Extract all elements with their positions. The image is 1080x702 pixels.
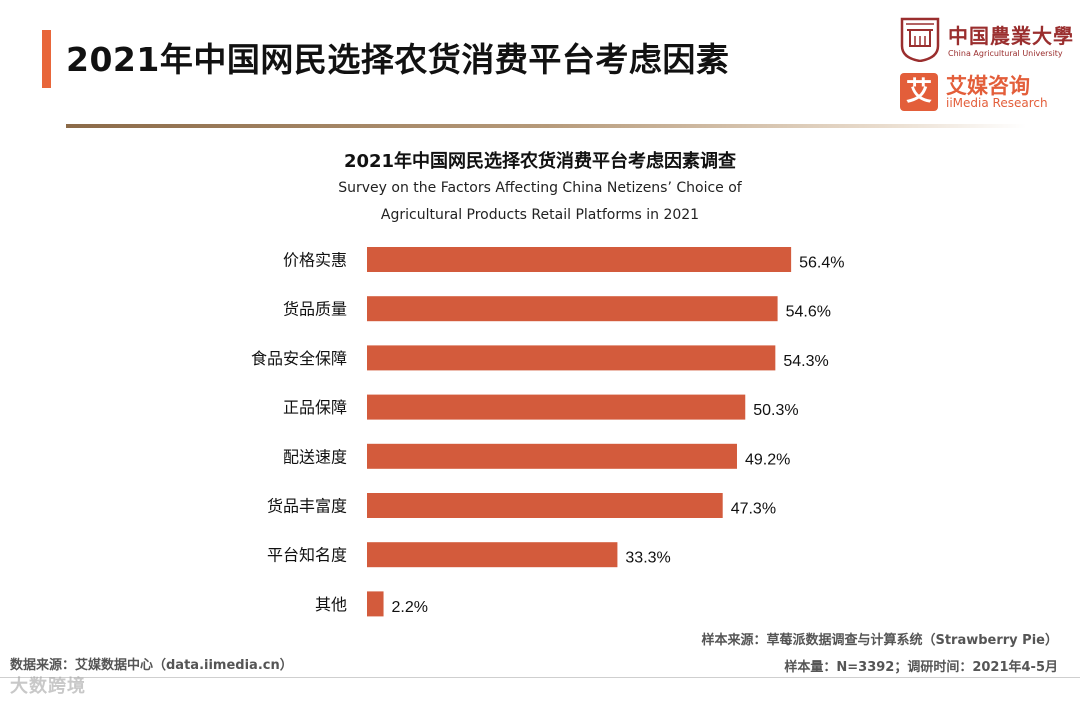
- iimedia-logo: 艾 艾媒咨询 iiMedia Research: [900, 70, 1060, 112]
- bar: [367, 247, 792, 272]
- footer-divider: [0, 677, 1080, 678]
- category-label: 货品丰富度: [267, 497, 347, 516]
- bar: [367, 443, 737, 469]
- category-label: 其他: [315, 595, 347, 614]
- value-label: 47.3%: [731, 501, 776, 518]
- value-label: 33.3%: [625, 550, 670, 567]
- header-divider: [66, 124, 1026, 128]
- category-label: 食品安全保障: [251, 349, 347, 368]
- iimedia-name-en: iiMedia Research: [946, 96, 1048, 110]
- university-name: 中国農業大學: [948, 24, 1074, 48]
- data-source: 数据来源：艾媒数据中心（data.iimedia.cn）: [10, 658, 293, 673]
- category-label: 平台知名度: [267, 546, 347, 565]
- iimedia-name: 艾媒咨询: [946, 74, 1030, 98]
- chart-subtitle-line2: Agricultural Products Retail Platforms i…: [380, 207, 700, 223]
- university-logo: 中国農業大學 China Agricultural University: [898, 16, 1073, 66]
- category-label: 价格实惠: [283, 251, 347, 270]
- category-label: 正品保障: [283, 398, 347, 417]
- bar: [367, 345, 776, 371]
- value-label: 54.6%: [786, 304, 831, 321]
- category-label: 货品质量: [283, 300, 347, 319]
- title-accent-bar: [42, 30, 51, 88]
- category-label: 配送速度: [283, 447, 347, 466]
- chart-title: 2021年中国网民选择农货消费平台考虑因素调查: [343, 151, 737, 172]
- page-title: 2021年中国网民选择农货消费平台考虑因素: [66, 40, 730, 79]
- bar: [367, 493, 723, 518]
- bar: [367, 542, 618, 568]
- value-label: 50.3%: [753, 402, 798, 419]
- value-label: 56.4%: [799, 255, 844, 272]
- bar: [367, 591, 384, 617]
- chart-subtitle-line1: Survey on the Factors Affecting China Ne…: [338, 180, 742, 196]
- bar: [367, 394, 746, 420]
- sample-source: 样本来源：草莓派数据调查与计算系统（Strawberry Pie）: [701, 633, 1058, 648]
- value-label: 2.2%: [392, 599, 428, 616]
- value-label: 49.2%: [745, 451, 790, 468]
- iimedia-glyph: 艾: [900, 73, 938, 111]
- watermark: 大数跨境: [10, 676, 86, 697]
- university-seal-icon: [900, 17, 940, 62]
- bar: [367, 296, 778, 322]
- value-label: 54.3%: [783, 353, 828, 370]
- university-name-en: China Agricultural University: [948, 49, 1063, 58]
- sample-info: 样本量：N=3392；调研时间：2021年4-5月: [784, 660, 1058, 675]
